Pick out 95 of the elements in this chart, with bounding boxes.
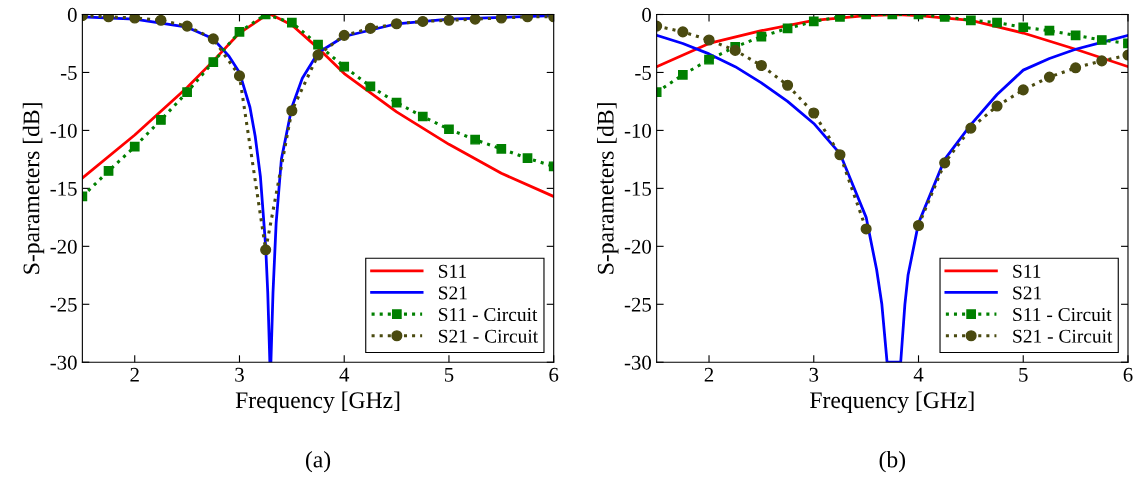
x-tick-label: 4 [913,367,924,382]
y-tick-label: -30 [50,355,77,370]
point [991,100,1003,112]
point [1044,25,1055,36]
legend-label: S11 [1013,264,1041,278]
y-tick-label: -30 [624,355,651,370]
x-tick-label: 2 [704,367,714,382]
point [1096,55,1108,67]
point [808,107,820,119]
y-tick-label: 0 [642,7,651,22]
point [704,54,714,65]
y-tick-label: -20 [50,239,77,254]
point [103,166,114,176]
legend-label: S21 - Circuit [1013,329,1113,343]
x-tick-label: 3 [235,367,244,382]
point [939,14,950,22]
point [470,134,481,145]
y-tick-label: -25 [50,297,77,312]
point [129,14,141,24]
x-axis-title: Frequency [GHz] [235,391,400,414]
point [391,18,403,30]
point [156,115,166,125]
y-tick-label: -5 [635,66,651,80]
point [966,15,976,26]
x-tick-label: 6 [549,367,559,382]
point [677,69,688,80]
point [1070,62,1082,74]
point [1070,30,1081,41]
point [339,61,350,72]
legend-label: S21 [438,286,467,300]
point [965,122,977,134]
x-tick-label: 3 [809,367,819,382]
point [155,14,167,26]
point [522,153,533,164]
point [1018,22,1029,33]
point [835,14,845,22]
point [1017,84,1029,96]
y-tick-label: -5 [60,66,77,80]
point [495,14,507,24]
point [286,105,298,117]
y-tick-label: -10 [50,123,77,138]
point [338,29,350,41]
point [129,141,140,152]
y-tick-label: 0 [67,7,77,22]
point [182,87,192,98]
legend-label: S21 [1013,286,1042,300]
y-axis-title: S-parameters [dB] [597,103,619,274]
x-tick-label: 4 [339,367,350,382]
point [365,81,376,92]
point [755,59,767,72]
y-tick-label: -15 [50,181,77,196]
point [469,14,481,25]
point [939,157,951,169]
point [834,149,846,161]
y-tick-label: -25 [624,297,651,312]
point [312,49,324,61]
x-tick-label: 5 [1019,367,1028,382]
legend-label: S11 - Circuit [438,308,538,322]
point [181,20,193,32]
y-tick-label: -20 [624,239,651,254]
text: (a) [305,450,331,473]
x-tick-label: 5 [444,367,454,382]
point [364,22,376,34]
point [207,33,219,45]
y-tick-label: -10 [624,123,651,138]
point [208,57,219,67]
point [860,223,872,235]
point [1043,71,1055,83]
legend-label: S21 - Circuit [438,329,539,343]
point [912,219,925,232]
point [234,27,245,37]
point [496,144,507,154]
point [444,124,454,135]
point [443,14,455,26]
point [313,39,323,50]
point [417,111,428,122]
point [1096,35,1107,45]
y-axis-title: S-parameters [dB] [22,103,45,274]
text: (b) [879,450,906,473]
point [992,17,1002,28]
point [703,34,715,46]
x-axis-title: Frequency [GHz] [810,391,974,414]
point [417,15,429,28]
point [729,44,741,56]
point [233,70,246,82]
legend-label: S11 - Circuit [1013,308,1112,322]
point [286,17,297,28]
point [782,79,794,91]
point [677,26,689,38]
x-tick-label: 2 [130,367,139,382]
point [808,16,819,27]
legend-label: S11 [438,264,467,278]
y-tick-label: -15 [624,181,651,196]
x-tick-label: 6 [1123,367,1133,382]
point [260,244,272,256]
